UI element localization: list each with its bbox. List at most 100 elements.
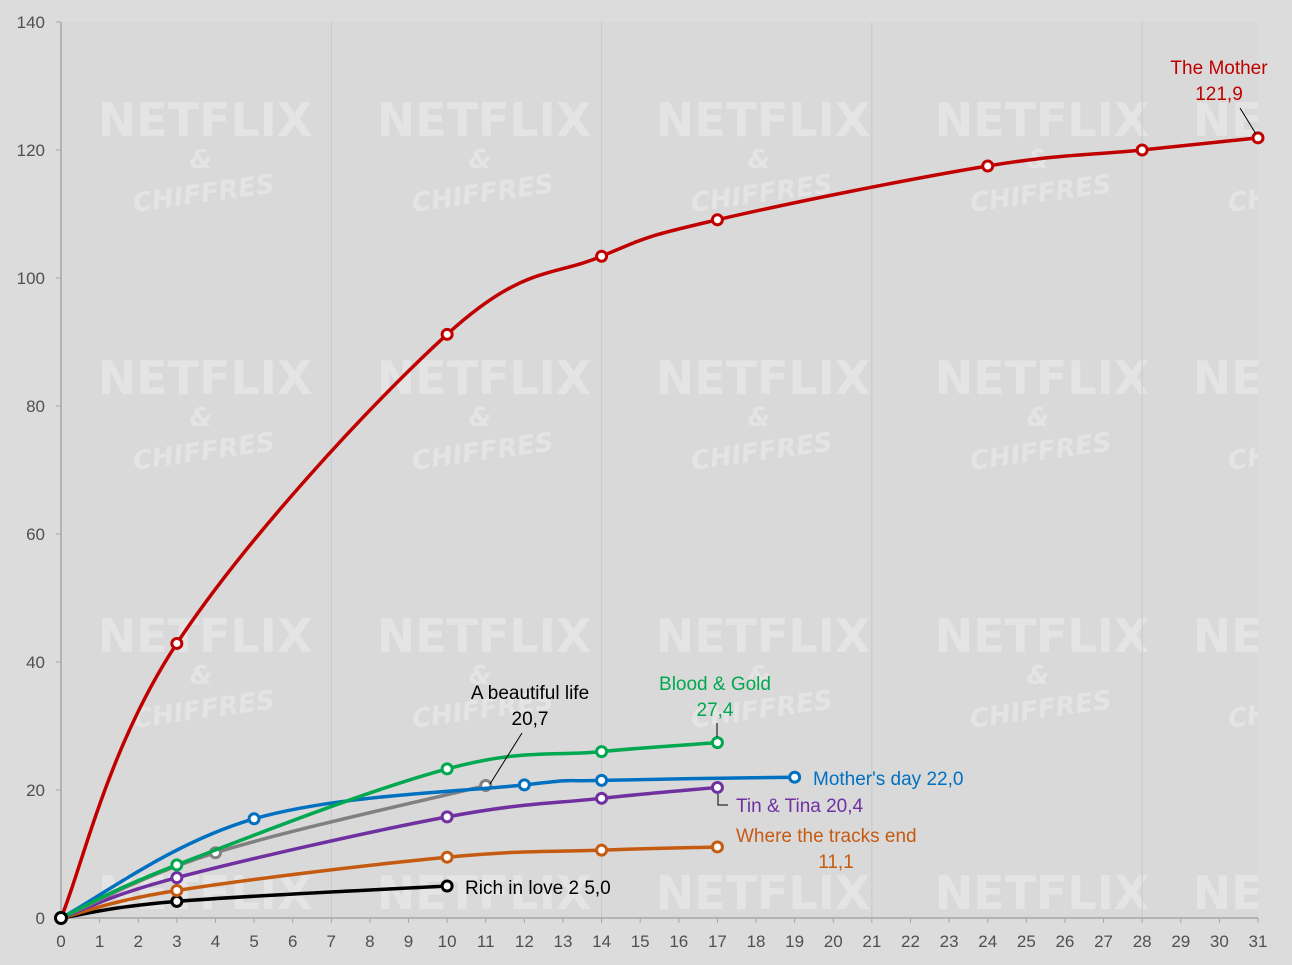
watermark-line1: NETFLIX — [377, 351, 592, 405]
data-point — [710, 736, 724, 750]
watermark-block: NETFLIX&CHIFFRES — [656, 351, 871, 477]
y-tick-label: 80 — [26, 397, 45, 416]
watermark-line1: NETFLIX — [1193, 866, 1292, 920]
x-tick-label: 11 — [477, 932, 495, 951]
label-where-the-tracks-end-value: 11,1 — [818, 852, 854, 873]
label-blood-gold-name: Blood & Gold — [659, 674, 771, 695]
data-point — [1251, 131, 1265, 145]
x-tick-label: 27 — [1094, 932, 1113, 951]
x-tick-label: 13 — [554, 932, 573, 951]
data-point — [517, 778, 531, 792]
x-tick-label: 17 — [708, 932, 727, 951]
watermark-line2: & — [469, 145, 492, 175]
x-tick-label: 2 — [133, 932, 142, 951]
watermark-line2: & — [190, 403, 213, 433]
label-where-the-tracks-end-name: Where the tracks end — [736, 826, 917, 847]
x-tick-label: 8 — [365, 932, 374, 951]
x-tick-label: 24 — [978, 932, 997, 951]
data-point — [440, 327, 454, 341]
series-line — [59, 740, 720, 920]
x-tick-label: 10 — [438, 932, 457, 951]
x-tick-label: 30 — [1210, 932, 1229, 951]
data-point — [981, 159, 995, 173]
x-tick-label: 9 — [404, 932, 413, 951]
series-line — [59, 884, 449, 920]
watermark-line2: & — [1027, 403, 1050, 433]
data-point — [710, 840, 724, 854]
label-blood-gold-value: 27,4 — [697, 700, 734, 721]
label-mothers-day: Mother's day 22,0 — [813, 769, 963, 790]
label-layer: The Mother 121,9 Blood & Gold 27,4 Mother's … — [465, 58, 1268, 899]
data-point — [440, 810, 454, 824]
x-tick-label: 15 — [631, 932, 650, 951]
label-the-mother-value: 121,9 — [1195, 84, 1243, 105]
y-tick-label: 0 — [36, 909, 45, 928]
x-tick-label: 19 — [785, 932, 804, 951]
watermark-line1: NETFLIX — [98, 93, 313, 147]
watermark-line2: & — [469, 403, 492, 433]
watermark-block: NETFLIX — [1193, 866, 1292, 920]
x-tick-label: 5 — [249, 932, 258, 951]
data-point — [595, 843, 609, 857]
watermark-line1: NETFLIX — [1193, 609, 1292, 663]
y-tick-label: 40 — [26, 653, 45, 672]
x-tick-label: 18 — [747, 932, 766, 951]
x-tick-label: 6 — [288, 932, 297, 951]
label-the-mother-name: The Mother — [1170, 58, 1268, 79]
watermark-line1: NETFLIX — [935, 866, 1150, 920]
x-tick-label: 1 — [95, 932, 104, 951]
x-tick-label: 21 — [862, 932, 881, 951]
watermark-line1: NETFLIX — [935, 351, 1150, 405]
watermark-block: NETFLIX&CHIFFRES — [1193, 351, 1292, 477]
watermark-line2: & — [190, 145, 213, 175]
data-point — [170, 636, 184, 650]
data-point — [440, 762, 454, 776]
x-tick-label: 26 — [1055, 932, 1074, 951]
label-a-beautiful-life-value: 20,7 — [512, 709, 549, 730]
series-line — [59, 775, 797, 920]
data-point — [710, 213, 724, 227]
watermark-block: NETFLIX — [377, 866, 592, 920]
data-point — [170, 858, 184, 872]
watermark-line1: NETFLIX — [656, 93, 871, 147]
series-mother-s-day — [54, 770, 802, 925]
watermark-line2: & — [748, 661, 771, 691]
watermark-line1: NETFLIX — [656, 351, 871, 405]
x-tick-label: 7 — [327, 932, 336, 951]
watermark-line1: NETFLIX — [935, 93, 1150, 147]
watermark-line1: NETFLIX — [98, 351, 313, 405]
x-tick-label: 31 — [1249, 932, 1268, 951]
watermark-line1: NETFLIX — [656, 609, 871, 663]
data-point — [170, 883, 184, 897]
watermark-line2: & — [748, 145, 771, 175]
watermark-block: NETFLIX — [935, 866, 1150, 920]
watermark-line1: NETFLIX — [377, 866, 592, 920]
data-point — [710, 780, 724, 794]
watermark-block: NETFLIX — [656, 866, 871, 920]
x-tick-label: 16 — [669, 932, 688, 951]
x-tick-label: 28 — [1133, 932, 1152, 951]
series-line — [59, 845, 720, 920]
watermark-line2: & — [469, 661, 492, 691]
x-tick-label: 25 — [1017, 932, 1036, 951]
series-the-mother — [54, 131, 1265, 925]
x-tick-label: 0 — [56, 932, 65, 951]
data-point — [595, 773, 609, 787]
watermark-line2: & — [748, 403, 771, 433]
x-tick-label: 4 — [211, 932, 220, 951]
data-point — [440, 879, 454, 893]
label-rich-in-love-2: Rich in love 2 5,0 — [465, 878, 611, 899]
watermark-line1: NETFLIX — [1193, 351, 1292, 405]
watermark-line1: NETFLIX — [98, 609, 313, 663]
watermark-line2: & — [190, 661, 213, 691]
data-point — [595, 745, 609, 759]
watermark-line1: NETFLIX — [935, 609, 1150, 663]
data-point — [595, 791, 609, 805]
grid-layer — [330, 22, 1143, 918]
watermark-line1: NETFLIX — [656, 866, 871, 920]
label-tin-tina: Tin & Tina 20,4 — [736, 796, 864, 817]
x-tick-label: 22 — [901, 932, 920, 951]
data-point — [1135, 143, 1149, 157]
watermark-line1: NETFLIX — [377, 93, 592, 147]
